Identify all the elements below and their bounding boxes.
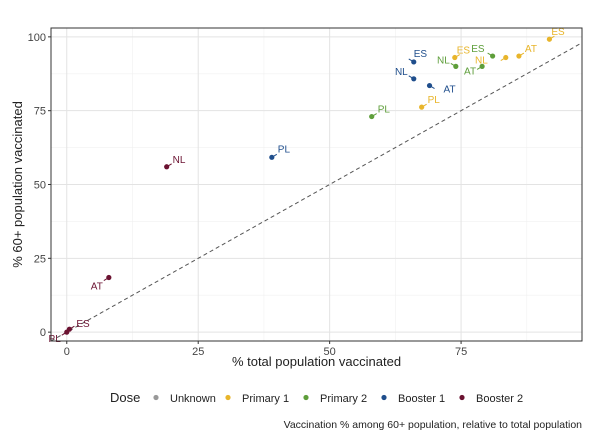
data-point — [479, 63, 485, 69]
data-point — [516, 53, 522, 59]
point-label: NL — [437, 55, 450, 66]
grid-lines — [51, 28, 582, 341]
data-point — [411, 59, 417, 65]
y-tick-label: 50 — [34, 180, 46, 192]
legend-label: Booster 2 — [476, 393, 523, 405]
point-label: PL — [278, 144, 291, 155]
legend-title: Dose — [110, 390, 140, 405]
reference-diagonal-line — [50, 42, 583, 342]
axes: 0 25 50 75 0 25 50 75 100 — [28, 32, 468, 358]
legend-key-4 — [459, 394, 465, 401]
data-point — [546, 36, 553, 42]
x-axis-label: % total population vaccinated — [232, 354, 401, 369]
x-tick-label: 0 — [64, 346, 70, 358]
point-label: ES — [457, 46, 471, 57]
data-point — [106, 274, 112, 281]
data-point — [453, 63, 459, 69]
data-point — [269, 154, 275, 160]
data-point — [490, 53, 496, 59]
y-tick-label: 75 — [34, 106, 46, 118]
x-tick-label: 25 — [192, 346, 204, 358]
y-axis-label: % 60+ population vaccinated — [10, 101, 25, 268]
point-label: PL — [49, 334, 62, 345]
data-point — [452, 54, 458, 61]
legend-label: Booster 1 — [398, 393, 445, 405]
x-tick-label: 50 — [324, 346, 336, 358]
point-label: PL — [378, 105, 391, 116]
point-label: AT — [464, 66, 476, 77]
y-tick-label: 100 — [28, 32, 46, 44]
point-label: AT — [444, 85, 456, 96]
data-point — [64, 329, 70, 335]
legend-key-1 — [225, 394, 231, 401]
data-point — [164, 164, 170, 170]
point-label: NL — [173, 155, 186, 166]
point-label: AT — [91, 282, 103, 293]
legend-key-0 — [153, 394, 159, 401]
data-point — [503, 54, 509, 61]
point-label: AT — [525, 44, 537, 55]
y-tick-label: 25 — [34, 253, 46, 265]
point-label: PL — [428, 95, 441, 106]
point-label: ES — [76, 319, 90, 330]
y-tick-label: 0 — [40, 327, 46, 339]
legend-key-3 — [381, 394, 387, 401]
data-point — [411, 76, 417, 82]
legend-label: Primary 1 — [242, 393, 289, 405]
point-label: NL — [395, 67, 408, 78]
legend-key-2 — [303, 394, 309, 401]
x-tick-label: 75 — [455, 346, 467, 358]
data-point — [419, 104, 425, 110]
point-label: ES — [551, 27, 565, 38]
point-label: ES — [471, 44, 485, 55]
point-label: NL — [475, 56, 488, 67]
legend-label: Primary 2 — [320, 393, 367, 405]
legend: Dose Unknown Primary 1 Primary 2 Booster 1 B… — [110, 390, 523, 405]
data-point — [426, 82, 433, 89]
legend-label: Unknown — [170, 393, 216, 405]
chart-caption: Vaccination % among 60+ population, rela… — [284, 419, 583, 431]
data-point — [369, 113, 375, 120]
point-label: ES — [414, 49, 428, 60]
